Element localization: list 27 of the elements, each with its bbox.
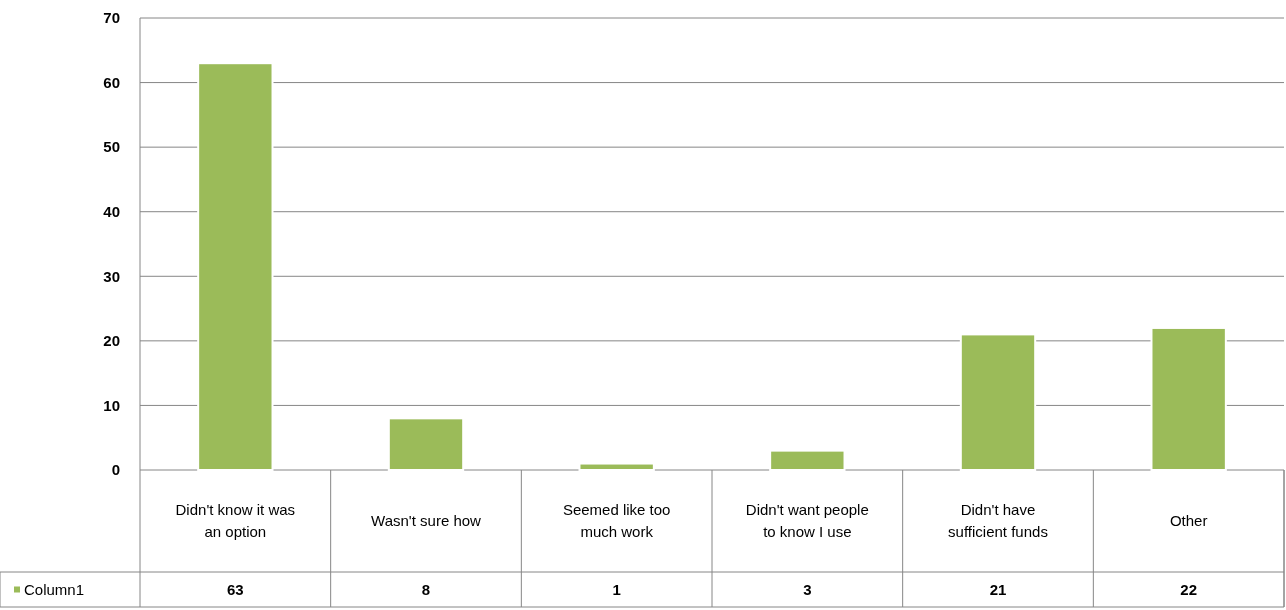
bar [1150,326,1227,471]
data-label: 22 [1180,580,1198,598]
y-tick-label: 30 [103,267,120,285]
data-label: 1 [612,580,621,598]
x-tick-label: Other [1169,512,1208,530]
bar [197,62,274,471]
bar [387,417,465,471]
x-tick-label: Seemed like too much work [562,501,671,541]
legend-label: Column1 [24,580,85,598]
bar [959,333,1037,471]
y-tick-label: 40 [103,202,120,220]
x-tick-label: Didn't know it was an option [175,501,296,541]
x-tick-label: Wasn't sure how [371,512,482,530]
x-tick-label: Didn't have sufficient funds [948,501,1048,541]
y-tick-label: 0 [111,461,120,479]
y-tick-label: 20 [103,332,120,350]
y-tick-label: 50 [103,138,120,156]
bar [578,462,655,471]
y-tick-label: 70 [103,9,120,27]
data-label: 3 [803,580,812,598]
x-tick-label: Didn't want people to know I use [745,501,869,541]
bar [769,449,846,471]
data-label: 63 [226,580,244,598]
y-tick-label: 60 [103,73,120,91]
data-label: 8 [421,580,431,598]
data-label: 21 [989,580,1007,598]
y-tick-label: 10 [103,396,120,414]
